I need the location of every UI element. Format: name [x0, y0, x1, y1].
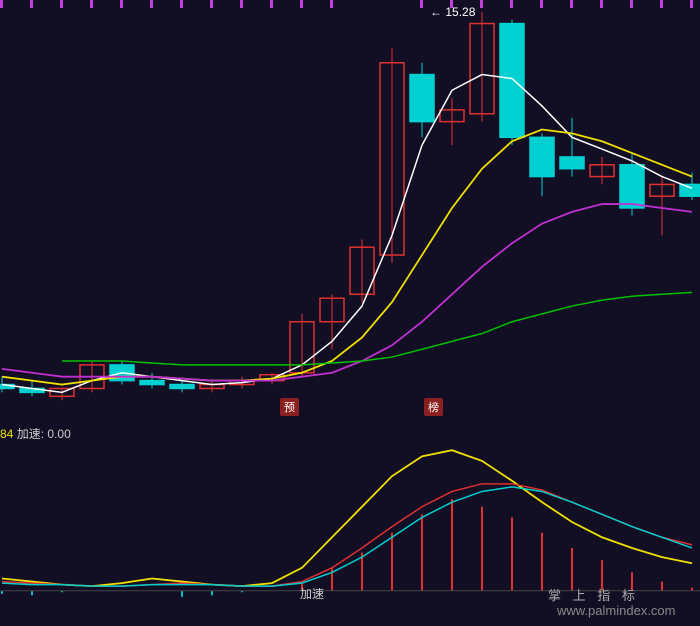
watermark-url: www.palmindex.com: [557, 603, 676, 618]
marker-bang: 榜: [424, 398, 443, 416]
sub-chart-header: 84 加速: 0.00: [0, 425, 71, 442]
marker-yu: 预: [280, 398, 299, 416]
main-candlestick-chart[interactable]: [0, 0, 700, 413]
chart-divider: [0, 412, 700, 423]
price-annotation: ← 15.28: [430, 5, 475, 19]
sub-chart-mid-label: 加速: [300, 585, 324, 602]
watermark-text: 掌 上 指 标: [548, 585, 639, 604]
